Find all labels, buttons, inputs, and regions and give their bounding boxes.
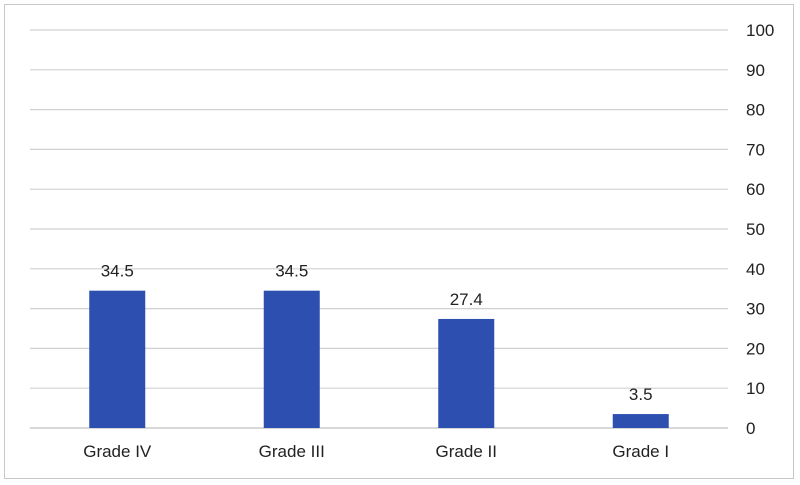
y-tick-label: 60 [746, 180, 765, 199]
bar [263, 290, 320, 428]
bar [89, 290, 146, 428]
y-tick-label: 20 [746, 339, 765, 358]
data-label: 34.5 [275, 262, 308, 281]
y-tick-label: 0 [746, 419, 755, 438]
y-tick-label: 100 [746, 21, 774, 40]
bar [438, 318, 495, 428]
gridlines [30, 29, 728, 429]
data-labels: 34.5 34.5 27.4 3.5 [101, 262, 653, 404]
x-category-label: Grade III [259, 442, 325, 461]
y-tick-label: 80 [746, 101, 765, 120]
y-tick-label: 70 [746, 140, 765, 159]
data-label: 27.4 [450, 290, 483, 309]
data-label: 34.5 [101, 262, 134, 281]
x-category-label: Grade II [436, 442, 497, 461]
x-category-label: Grade I [612, 442, 669, 461]
y-tick-label: 90 [746, 61, 765, 80]
y-tick-label: 50 [746, 220, 765, 239]
bars [89, 290, 669, 428]
y-axis-ticks: 0 10 20 30 40 50 60 70 80 90 100 [746, 21, 774, 438]
x-category-label: Grade IV [83, 442, 152, 461]
data-label: 3.5 [629, 385, 653, 404]
x-axis-categories: Grade IV Grade III Grade II Grade I [83, 442, 669, 461]
y-tick-label: 40 [746, 260, 765, 279]
bar [612, 414, 669, 428]
y-tick-label: 30 [746, 300, 765, 319]
y-tick-label: 10 [746, 379, 765, 398]
